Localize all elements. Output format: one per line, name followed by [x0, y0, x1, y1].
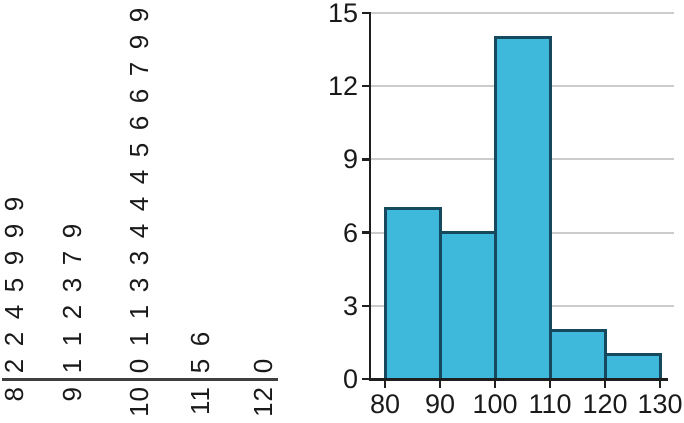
y-tick-label: 12: [327, 71, 358, 102]
x-axis-tick: [383, 379, 387, 388]
x-tick-label: 120: [582, 389, 628, 419]
x-axis-tick: [603, 379, 607, 388]
gridline: [371, 12, 674, 14]
y-tick-label: 15: [327, 0, 358, 28]
histogram-bar: [603, 353, 662, 381]
stem-leaf-baseline: [2, 378, 278, 381]
y-axis-tick: [361, 377, 370, 381]
x-tick-label: 130: [637, 389, 683, 419]
x-axis: [368, 377, 668, 381]
x-axis-tick: [493, 379, 497, 388]
histogram-bar: [548, 328, 607, 381]
histogram-bar: [383, 206, 442, 381]
x-axis-tick: [548, 379, 552, 388]
y-axis-tick: [361, 158, 370, 161]
y-axis-tick: [361, 84, 370, 88]
y-axis: [368, 12, 372, 381]
x-axis-tick: [658, 379, 662, 388]
y-tick-label: 6: [342, 217, 358, 248]
x-tick-label: 110: [528, 389, 572, 419]
y-tick-label: 9: [342, 144, 358, 175]
y-axis-tick: [361, 11, 370, 15]
x-tick-label: 90: [424, 389, 456, 419]
x-tick-label: 100: [472, 389, 518, 419]
y-axis-tick: [361, 304, 370, 308]
histogram-bar: [438, 231, 497, 381]
y-axis-tick: [361, 231, 370, 234]
x-tick-label: 80: [369, 389, 401, 419]
y-tick-label: 3: [342, 290, 358, 321]
x-axis-tick: [438, 379, 442, 388]
y-tick-label: 0: [342, 364, 358, 394]
histogram-bar: [493, 35, 552, 381]
